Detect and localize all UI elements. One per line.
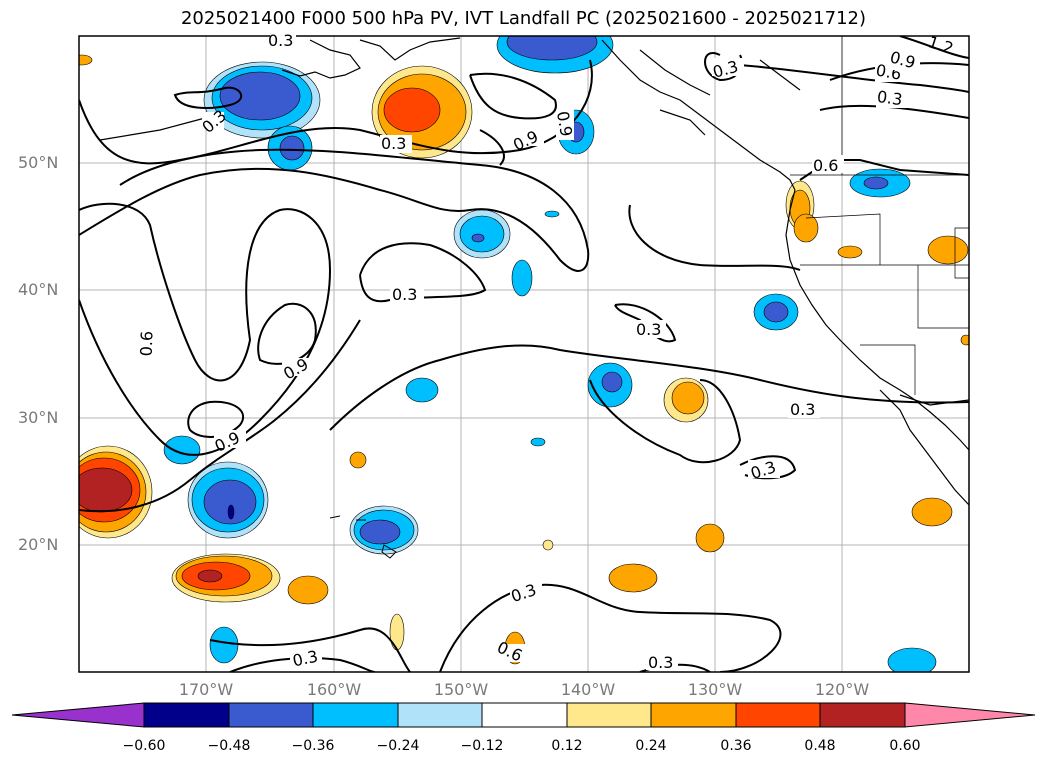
neg-blob [863, 176, 889, 190]
contour-label: 0.9 [553, 110, 576, 138]
neg-blob [279, 135, 305, 161]
colorbar-over-arrow [904, 702, 1036, 728]
colorbar-tick: −0.48 [207, 738, 251, 754]
colorbar-bin [735, 702, 821, 728]
colorbar-tick: 0.60 [889, 738, 921, 754]
colorbar-tick: 0.12 [551, 738, 583, 754]
pos-blob [79, 467, 133, 513]
colorbar-bin [397, 702, 483, 728]
neg-blob [530, 437, 546, 447]
lat-label-40n: 40°N [18, 280, 59, 299]
neg-blob [459, 215, 505, 253]
neg-blob [471, 233, 485, 243]
pos-blob [960, 334, 969, 346]
contour-label: 0.3 [392, 285, 417, 304]
pos-blob [837, 245, 863, 259]
contour-label: 0.3 [381, 134, 406, 153]
contour-label: 0.3 [648, 653, 673, 672]
pos-blob [911, 497, 953, 527]
pos-blob [608, 563, 658, 593]
pos-blob [793, 213, 819, 243]
neg-blob [511, 259, 533, 297]
colorbar-bin [312, 702, 399, 728]
neg-blob [227, 504, 235, 520]
colorbar-tick: 0.48 [804, 738, 836, 754]
pos-blob [349, 451, 367, 469]
lon-label-150w: 150°W [433, 680, 489, 699]
contour-label: 0.6 [137, 331, 157, 357]
neg-blob [359, 519, 401, 545]
pv-contours [79, 36, 969, 672]
neg-blob [219, 71, 301, 121]
neg-blob [763, 301, 789, 323]
neg-blob [405, 377, 439, 403]
lat-label-50n: 50°N [18, 153, 59, 172]
pos-blob [389, 613, 405, 651]
lon-label-120w: 120°W [814, 680, 870, 699]
pos-blob [542, 539, 554, 551]
lon-label-170w: 170°W [178, 680, 234, 699]
pos-blob [671, 381, 705, 415]
colorbar-tick: −0.12 [460, 738, 504, 754]
neg-blob [203, 479, 257, 525]
neg-blob [506, 36, 598, 61]
neg-blob [163, 435, 201, 465]
neg-blob [544, 210, 560, 218]
boundaries [790, 36, 969, 395]
neg-blob [887, 647, 937, 672]
pos-blob [287, 575, 329, 605]
colorbar-tick: −0.36 [291, 738, 335, 754]
colorbar-bin [481, 702, 568, 728]
lat-label-30n: 30°N [18, 408, 59, 427]
colorbar-bin [566, 702, 652, 728]
pos-blob [695, 523, 725, 553]
colorbar-bin [228, 702, 314, 728]
colorbar-tick: −0.24 [376, 738, 420, 754]
map-frame [78, 35, 970, 673]
colorbar-bin [143, 702, 230, 728]
colorbar-tick: 0.36 [720, 738, 752, 754]
colorbar-tick: 0.24 [635, 738, 667, 754]
colorbar-bin [650, 702, 737, 728]
contour-label: 0.3 [876, 87, 904, 109]
neg-blob [209, 626, 239, 664]
contour-label: 0.3 [790, 400, 815, 419]
colorbar-tick: −0.60 [122, 738, 166, 754]
pos-blob [383, 87, 441, 133]
lon-label-130w: 130°W [687, 680, 743, 699]
colorbar [11, 702, 1036, 728]
colorbar-bin [819, 702, 906, 728]
lon-label-160w: 160°W [306, 680, 362, 699]
coastlines [99, 37, 969, 506]
pos-blob [927, 235, 969, 265]
islands [329, 515, 397, 559]
lat-label-20n: 20°N [18, 535, 59, 554]
map-title: 2025021400 F000 500 hPa PV, IVT Landfall… [180, 8, 867, 29]
contour-label: 0.3 [291, 647, 320, 671]
lon-label-140w: 140°W [560, 680, 616, 699]
contour-label: 0.3 [636, 320, 661, 339]
contour-label: 0.6 [813, 156, 838, 175]
contour-label: 0.3 [268, 31, 293, 50]
colorbar-under-arrow [11, 702, 145, 728]
pos-blob [79, 54, 93, 66]
pos-blob [197, 569, 223, 583]
neg-blob [601, 371, 623, 393]
